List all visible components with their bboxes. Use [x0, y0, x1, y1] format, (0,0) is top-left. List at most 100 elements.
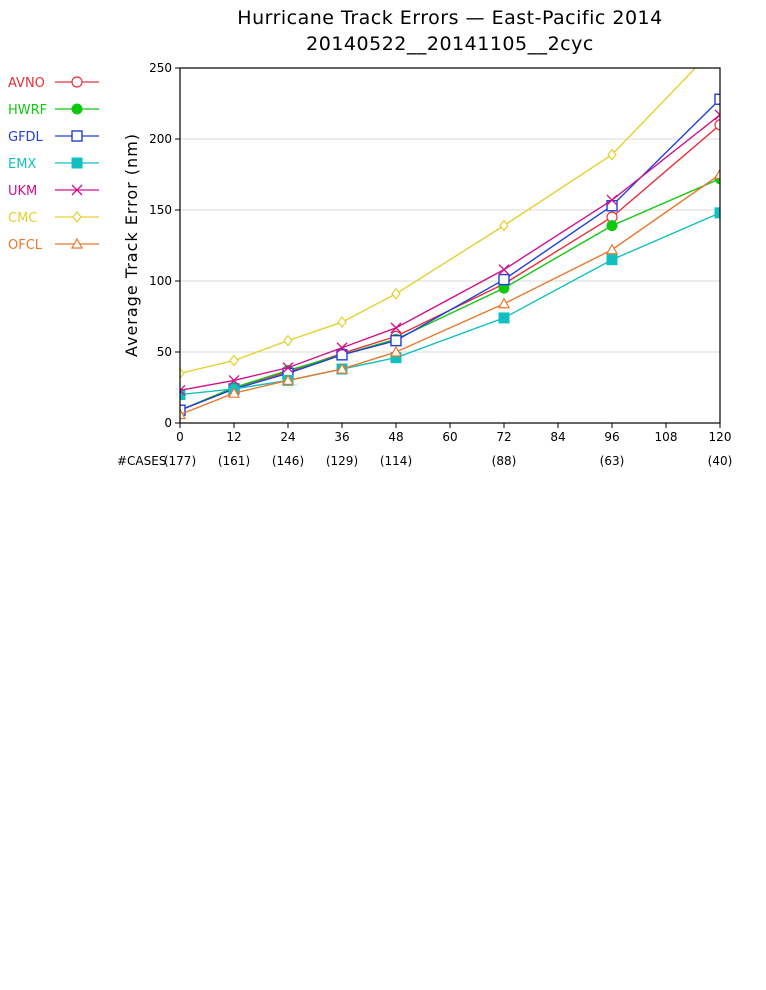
y-tick-label: 250 [149, 61, 172, 75]
x-tick-label: 108 [655, 430, 678, 444]
x-tick-label: 36 [334, 430, 349, 444]
case-count: (114) [380, 454, 412, 468]
data-point [499, 219, 509, 232]
series-line [180, 178, 720, 411]
legend-item-avno: AVNO [8, 76, 99, 91]
data-point [180, 384, 186, 396]
data-point [498, 273, 510, 286]
series-emx [180, 207, 720, 401]
series-line [180, 124, 720, 411]
data-point [389, 345, 403, 357]
x-tick-label: 84 [550, 430, 565, 444]
cases-label: #CASES [117, 454, 166, 468]
series-line [180, 114, 720, 392]
data-point [498, 312, 510, 324]
plot-frame [179, 67, 721, 424]
data-point [71, 130, 83, 142]
chart-title: Hurricane Track Errors — East-Pacific 20… [237, 7, 662, 29]
case-count: (177) [164, 454, 196, 468]
y-tick-label: 50 [157, 345, 172, 359]
series-line [180, 98, 720, 411]
data-point [228, 374, 240, 386]
data-point [335, 362, 349, 374]
data-point [70, 237, 84, 249]
case-counts: (177) (161) (146) (129) (114) (88) (63) (40) [164, 454, 732, 468]
series-line [180, 173, 720, 416]
series-cmc [180, 37, 724, 380]
data-point [180, 404, 186, 416]
data-point [713, 168, 720, 180]
data-point [498, 264, 510, 276]
data-point [714, 109, 720, 121]
data-point [282, 362, 294, 374]
data-point [497, 297, 511, 309]
x-tick-label: 12 [226, 430, 241, 444]
data-point [227, 386, 241, 398]
legend-item-emx: EMX [8, 157, 99, 172]
x-tick-label: 72 [496, 430, 511, 444]
data-point [607, 148, 617, 161]
legend-item-ofcl: OFCL [8, 237, 99, 253]
x-tick-label: 120 [709, 430, 732, 444]
legend-label: CMC [8, 211, 37, 226]
data-point [180, 367, 185, 380]
data-point [337, 316, 347, 329]
case-count: (146) [272, 454, 304, 468]
data-point [71, 103, 83, 115]
data-point [336, 342, 348, 354]
series-avno [180, 119, 720, 416]
data-point [336, 349, 348, 361]
legend-item-cmc: CMC [8, 211, 99, 226]
grid-lines [180, 138, 720, 353]
data-point [71, 184, 83, 196]
series-line [180, 68, 697, 374]
data-point [180, 408, 187, 420]
data-point [714, 93, 720, 105]
series-gfdl [180, 93, 720, 416]
legend-item-hwrf: HWRF [8, 103, 99, 118]
y-axis-label: Average Track Error (nm) [122, 133, 141, 357]
legend-label: HWRF [8, 103, 47, 118]
plot-border [179, 67, 721, 424]
series-ukm [180, 109, 720, 396]
legend-label: GFDL [8, 130, 44, 145]
data-point [714, 119, 720, 131]
case-count: (63) [600, 454, 625, 468]
legend-item-gfdl: GFDL [8, 130, 99, 145]
x-tick-label: 96 [604, 430, 619, 444]
legend: AVNO HWRF GFDL EMX UKM CMC OFCL [8, 76, 99, 253]
y-tick-label: 150 [149, 203, 172, 217]
data-point [283, 334, 293, 347]
data-point [391, 287, 401, 300]
legend-item-ukm: UKM [8, 184, 99, 199]
case-count: (88) [492, 454, 517, 468]
data-point [390, 334, 402, 347]
data-point [606, 254, 618, 266]
y-tick-label: 200 [149, 132, 172, 146]
data-point [606, 220, 618, 232]
chart-subtitle: 20140522__20141105__2cyc [306, 33, 594, 55]
legend-label: UKM [8, 184, 37, 199]
series-line [180, 212, 720, 396]
x-tick-label: 0 [176, 430, 184, 444]
x-tick-label: 60 [442, 430, 457, 444]
case-count: (129) [326, 454, 358, 468]
data-point [71, 157, 83, 169]
case-count: (161) [218, 454, 250, 468]
data-point [281, 374, 295, 385]
data-point [716, 37, 724, 47]
data-point [390, 322, 402, 334]
axis-ticks: 0 12 24 36 48 60 72 84 96 108 120 0 50 100 150 200 250 [149, 61, 731, 444]
data-point [606, 194, 618, 206]
x-tick-label: 24 [280, 430, 295, 444]
legend-label: OFCL [8, 238, 43, 253]
series-layer [180, 37, 724, 420]
data-point [71, 76, 83, 88]
y-tick-label: 0 [164, 416, 172, 430]
legend-label: AVNO [8, 76, 45, 91]
series-ofcl [180, 168, 720, 420]
legend-label: EMX [8, 157, 36, 172]
case-count: (40) [708, 454, 733, 468]
data-point [714, 207, 720, 219]
